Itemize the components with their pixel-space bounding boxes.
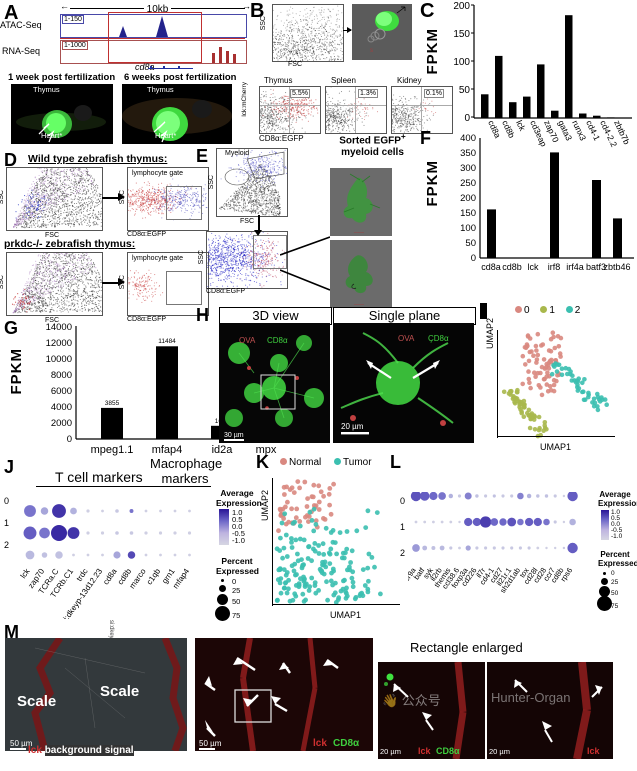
svg-text:s: s [370, 48, 373, 54]
svg-text:200: 200 [453, 1, 470, 12]
svg-text:50: 50 [459, 85, 471, 96]
svg-text:0: 0 [464, 113, 470, 124]
svg-text:150: 150 [453, 29, 470, 40]
svg-text:100: 100 [453, 57, 470, 68]
